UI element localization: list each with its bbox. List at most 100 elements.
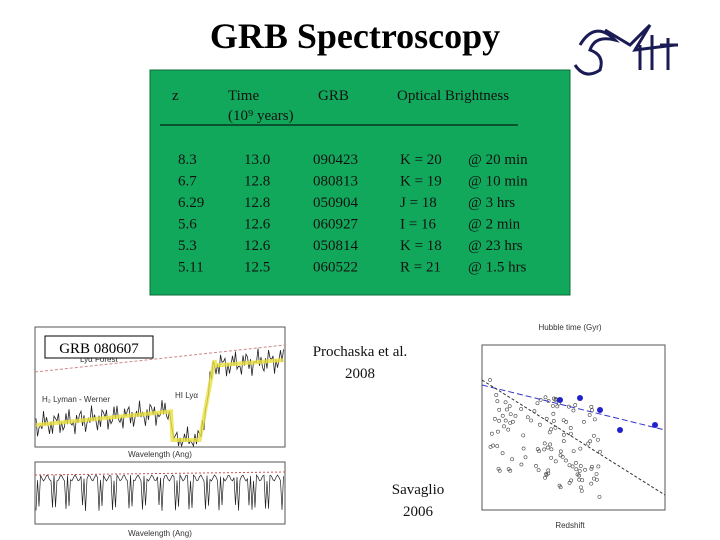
- points: [488, 378, 658, 499]
- point: [548, 442, 553, 447]
- header-z: z: [172, 88, 179, 104]
- point: [542, 441, 547, 446]
- cell-band: K = 20: [400, 152, 442, 168]
- point: [579, 485, 583, 490]
- cell-time: 13.0: [244, 152, 270, 168]
- point: [571, 449, 576, 454]
- point-highlight: [617, 427, 623, 433]
- credit: 2008: [345, 366, 375, 382]
- point: [590, 408, 594, 413]
- point: [519, 462, 524, 467]
- point: [567, 463, 572, 468]
- fit-line: [481, 384, 666, 431]
- point: [523, 455, 528, 460]
- point: [569, 431, 573, 436]
- point: [503, 400, 508, 405]
- cell-time-after: @ 2 min: [468, 217, 521, 233]
- point: [546, 471, 551, 476]
- x-label-lower: Wavelength (Ang): [128, 529, 192, 538]
- table-box: [149, 69, 571, 296]
- point: [562, 432, 566, 437]
- point: [577, 477, 582, 482]
- point: [574, 467, 579, 472]
- cell-time-after: @ 3 hrs: [468, 195, 515, 211]
- point: [549, 455, 554, 460]
- point: [561, 439, 566, 444]
- point: [551, 419, 556, 423]
- point: [578, 464, 583, 468]
- point: [529, 418, 534, 423]
- cell-grb: 090423: [313, 152, 358, 168]
- point: [577, 473, 581, 478]
- cell-band: I = 16: [400, 217, 436, 233]
- cell-band: K = 18: [400, 238, 442, 254]
- point: [555, 404, 560, 409]
- point: [569, 478, 574, 483]
- continuum-lower: [34, 471, 286, 476]
- scatter-figure: Hubble time (Gyr) Redshift: [481, 323, 666, 530]
- header-time-unit: (10⁹ years): [228, 108, 294, 124]
- point: [590, 464, 594, 469]
- point: [551, 411, 556, 416]
- header-brightness: Optical Brightness: [397, 88, 509, 104]
- point: [549, 427, 554, 432]
- title: GRB Spectroscopy: [210, 16, 500, 56]
- point: [497, 407, 502, 412]
- point: [568, 426, 573, 430]
- cell-time: 12.8: [244, 174, 270, 190]
- point: [545, 445, 550, 450]
- cell-z: 8.3: [178, 152, 197, 168]
- point: [538, 397, 543, 402]
- point: [521, 446, 526, 451]
- point: [513, 413, 518, 418]
- point: [495, 399, 500, 404]
- cell-band: J = 18: [400, 195, 437, 211]
- point: [546, 399, 551, 403]
- fit-line: [481, 379, 666, 496]
- point: [544, 416, 549, 421]
- point: [537, 422, 542, 427]
- point: [589, 466, 594, 471]
- point: [566, 404, 571, 409]
- point: [547, 430, 552, 435]
- point: [503, 418, 508, 423]
- cell-time: 12.6: [244, 217, 271, 233]
- cell-time-after: @ 10 min: [468, 174, 528, 190]
- point: [577, 468, 582, 473]
- cell-time: 12.5: [244, 260, 270, 276]
- swift-logo: [573, 23, 678, 76]
- point: [598, 449, 602, 454]
- point: [589, 404, 594, 409]
- point: [596, 437, 600, 442]
- point-highlight: [597, 407, 603, 413]
- x-label: Wavelength (Ang): [128, 450, 192, 459]
- cell-time-after: @ 1.5 hrs: [468, 260, 527, 276]
- spectrum-line-lower: [35, 473, 284, 512]
- cell-time-after: @ 20 min: [468, 152, 528, 168]
- point: [535, 401, 540, 406]
- cell-z: 5.3: [178, 238, 197, 254]
- point: [537, 449, 541, 454]
- continuum: [34, 344, 286, 373]
- label-box: [44, 335, 154, 359]
- point: [558, 485, 563, 490]
- point: [594, 472, 599, 476]
- spectrum-fit: [35, 358, 284, 442]
- point: [549, 447, 554, 452]
- cell-grb: 050904: [313, 195, 359, 211]
- point: [543, 475, 547, 480]
- point: [502, 424, 506, 429]
- point: [558, 453, 563, 458]
- annotation: Lyα Forest: [80, 355, 118, 364]
- cell-grb: 060927: [313, 217, 359, 233]
- point: [564, 458, 568, 463]
- point: [507, 404, 512, 409]
- spectrum-figure: Lyα Forest H₂ Lyman - Werner HI Lyα Wave…: [10, 322, 290, 540]
- point: [525, 415, 530, 420]
- cell-band: R = 21: [400, 260, 441, 276]
- point-highlight: [557, 397, 563, 403]
- point: [496, 466, 501, 471]
- cell-time-after: @ 23 hrs: [468, 238, 523, 254]
- cell-time: 12.8: [244, 195, 270, 211]
- point: [500, 413, 505, 418]
